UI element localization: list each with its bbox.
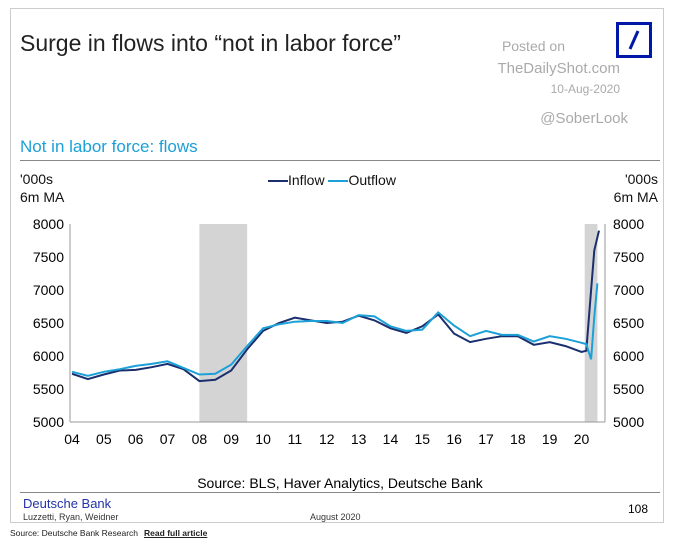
x-tick-label: 12: [319, 431, 335, 447]
y-tick-label-right: 7000: [613, 282, 644, 298]
series-line-outflow: [71, 283, 599, 377]
x-tick-label: 19: [542, 431, 558, 447]
footer-month: August 2020: [310, 512, 361, 522]
y-tick-label-right: 5500: [613, 381, 644, 397]
x-tick-label: 11: [288, 431, 303, 447]
y-tick-label-left: 7500: [33, 249, 64, 265]
x-tick-label: 07: [160, 431, 176, 447]
footer-brand: Deutsche Bank: [23, 496, 112, 511]
posted-on: Posted on: [501, 38, 565, 54]
x-tick-label: 14: [383, 431, 399, 447]
site-name: TheDailyShot.com: [497, 60, 620, 77]
footer-authors: Luzzetti, Ryan, Weidner: [23, 512, 119, 522]
page-title: Surge in flows into “not in labor force”: [20, 30, 401, 56]
recession-shading: [199, 224, 248, 422]
y-tick-label-right: 5000: [613, 414, 644, 430]
y-tick-label-right: 7500: [613, 249, 644, 265]
posted-date: 10-Aug-2020: [550, 82, 620, 96]
y-tick-label-left: 6500: [33, 315, 64, 331]
y-tick-label-left: 7000: [33, 282, 64, 298]
x-tick-label: 10: [255, 431, 271, 447]
x-tick-label: 13: [351, 431, 367, 447]
x-tick-label: 09: [223, 431, 239, 447]
legend-outflow: Outflow: [348, 172, 396, 188]
slide-frame: [10, 8, 664, 523]
y-tick-label-right: 8000: [613, 216, 644, 232]
divider: [20, 160, 660, 161]
caption: Source: Deutsche Bank Research Read full …: [10, 528, 208, 538]
legend-outflow-swatch: [328, 180, 349, 183]
footer-divider: [20, 492, 660, 493]
y-tick-label-left: 8000: [33, 216, 64, 232]
recession-shading: [584, 224, 598, 422]
x-tick-label: 16: [446, 431, 462, 447]
x-tick-label: 18: [510, 431, 526, 447]
x-tick-label: 17: [478, 431, 494, 447]
x-tick-label: 04: [64, 431, 80, 447]
y-tick-label-left: 5500: [33, 381, 64, 397]
series-line-inflow: [71, 230, 600, 383]
y-tick-label-left: 6000: [33, 348, 64, 364]
chart-subtitle: Not in labor force: flows: [20, 137, 198, 156]
x-tick-label: 08: [192, 431, 208, 447]
y-axis-label-right: '000s 6m MA: [613, 171, 658, 205]
read-full-article-link[interactable]: Read full article: [144, 528, 208, 538]
x-tick-label: 20: [574, 431, 590, 447]
legend-inflow: Inflow: [288, 172, 325, 188]
x-tick-label: 05: [96, 431, 112, 447]
x-tick-label: 06: [128, 431, 144, 447]
y-tick-label-right: 6500: [613, 315, 644, 331]
twitter-handle: @SoberLook: [540, 110, 628, 127]
page-number: 108: [628, 502, 649, 516]
y-tick-label-left: 5000: [33, 414, 64, 430]
legend-inflow-swatch: [268, 180, 288, 183]
deutsche-bank-logo-icon: [616, 22, 652, 58]
x-tick-label: 15: [415, 431, 431, 447]
y-axis-label-left: '000s 6m MA: [20, 171, 65, 205]
chart-source: Source: BLS, Haver Analytics, Deutsche B…: [197, 475, 483, 491]
legend: Inflow Outflow: [268, 171, 396, 189]
y-tick-label-right: 6000: [613, 348, 644, 364]
